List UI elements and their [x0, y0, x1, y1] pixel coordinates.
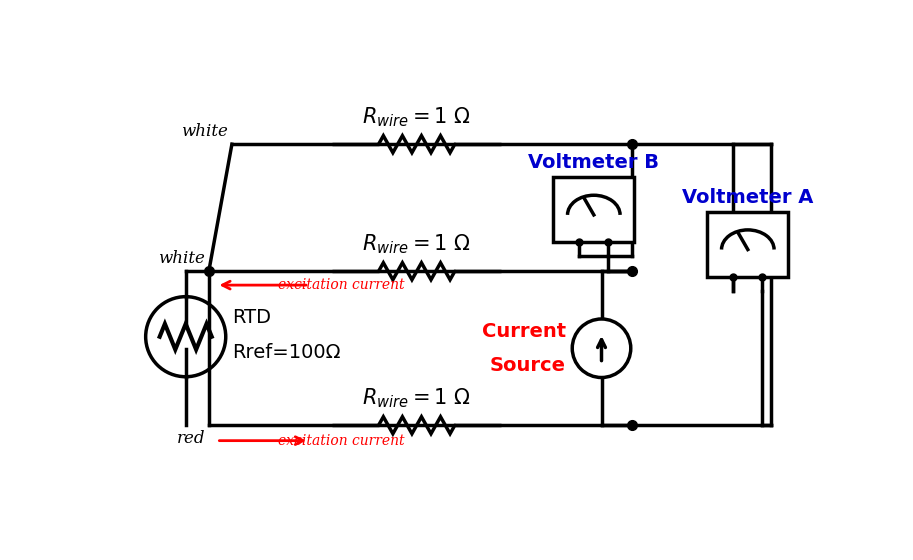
Text: excitation current: excitation current — [278, 278, 404, 292]
Text: red: red — [176, 430, 205, 447]
Text: $R_{wire} = 1\ \Omega$: $R_{wire} = 1\ \Omega$ — [362, 386, 471, 410]
Text: Source: Source — [490, 356, 566, 375]
Text: white: white — [158, 250, 205, 267]
Text: $R_{wire} = 1\ \Omega$: $R_{wire} = 1\ \Omega$ — [362, 105, 471, 129]
Text: Voltmeter A: Voltmeter A — [682, 188, 813, 207]
Text: $R_{wire} = 1\ \Omega$: $R_{wire} = 1\ \Omega$ — [362, 232, 471, 256]
Circle shape — [572, 319, 631, 377]
Text: Rref=100Ω: Rref=100Ω — [232, 343, 341, 362]
Text: white: white — [181, 123, 228, 139]
Bar — [553, 177, 635, 242]
Bar — [708, 212, 788, 277]
Text: RTD: RTD — [232, 309, 271, 328]
Text: excitation current: excitation current — [278, 433, 404, 447]
Text: Current: Current — [482, 321, 566, 340]
Text: Voltmeter B: Voltmeter B — [529, 153, 659, 172]
